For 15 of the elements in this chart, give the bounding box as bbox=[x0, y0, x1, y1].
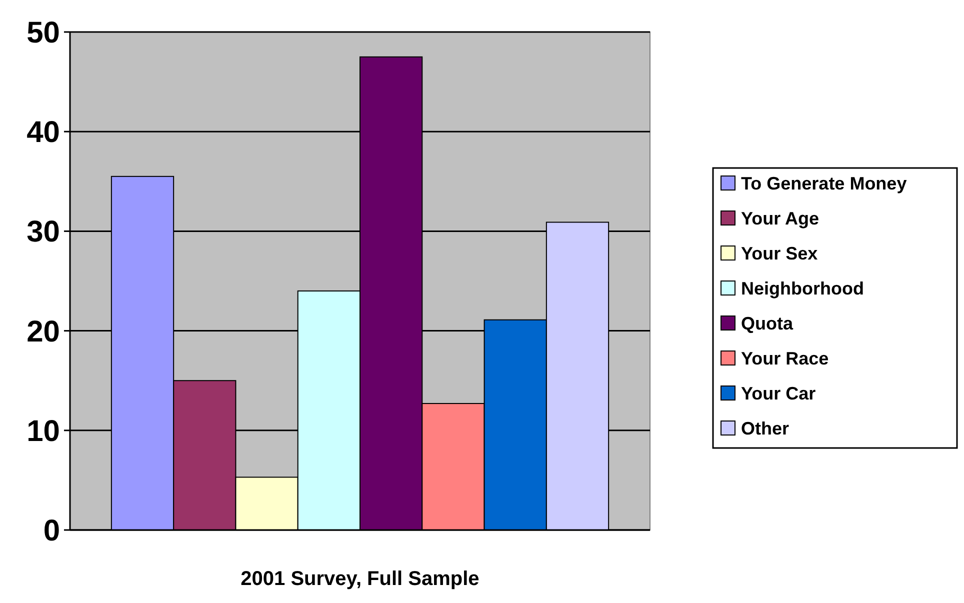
legend-label: Other bbox=[741, 418, 790, 438]
y-tick-label: 30 bbox=[26, 216, 60, 249]
y-tick-label: 10 bbox=[26, 414, 60, 448]
legend-label: Your Age bbox=[741, 208, 820, 228]
y-tick-label: 40 bbox=[26, 116, 60, 150]
y-tick-label: 0 bbox=[43, 514, 60, 548]
legend-label: Your Sex bbox=[741, 243, 818, 264]
y-tick-label: 20 bbox=[26, 315, 60, 348]
legend-label: Your Car bbox=[741, 383, 816, 404]
y-tick-label: 50 bbox=[26, 16, 60, 50]
legend-label: Neighborhood bbox=[741, 278, 864, 298]
legend-label: Quota bbox=[741, 313, 794, 334]
legend-label: Your Race bbox=[741, 348, 829, 368]
legend-label: To Generate Money bbox=[741, 173, 907, 194]
x-tick-label: 2001 Survey, Full Sample bbox=[240, 568, 480, 590]
